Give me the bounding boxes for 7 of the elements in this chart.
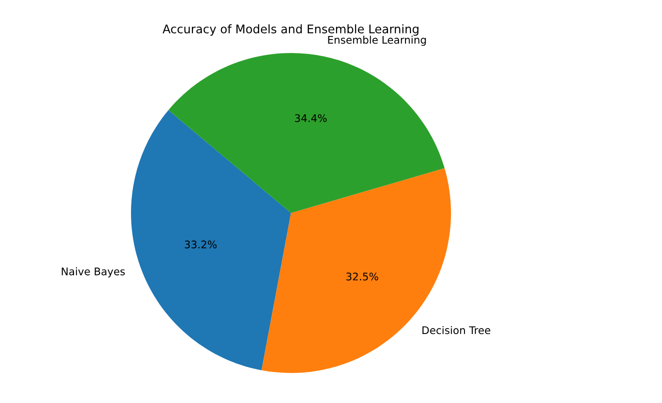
slice-label: Decision Tree xyxy=(422,326,490,334)
data-label: 32.5% xyxy=(346,272,378,280)
data-label: 34.4% xyxy=(294,114,327,122)
chart-title: Accuracy of Models and Ensemble Learning xyxy=(162,24,418,36)
data-label: 33.2% xyxy=(184,240,217,248)
slice-label: Ensemble Learning xyxy=(328,36,426,46)
slice-label: Naive Bayes xyxy=(62,267,125,278)
